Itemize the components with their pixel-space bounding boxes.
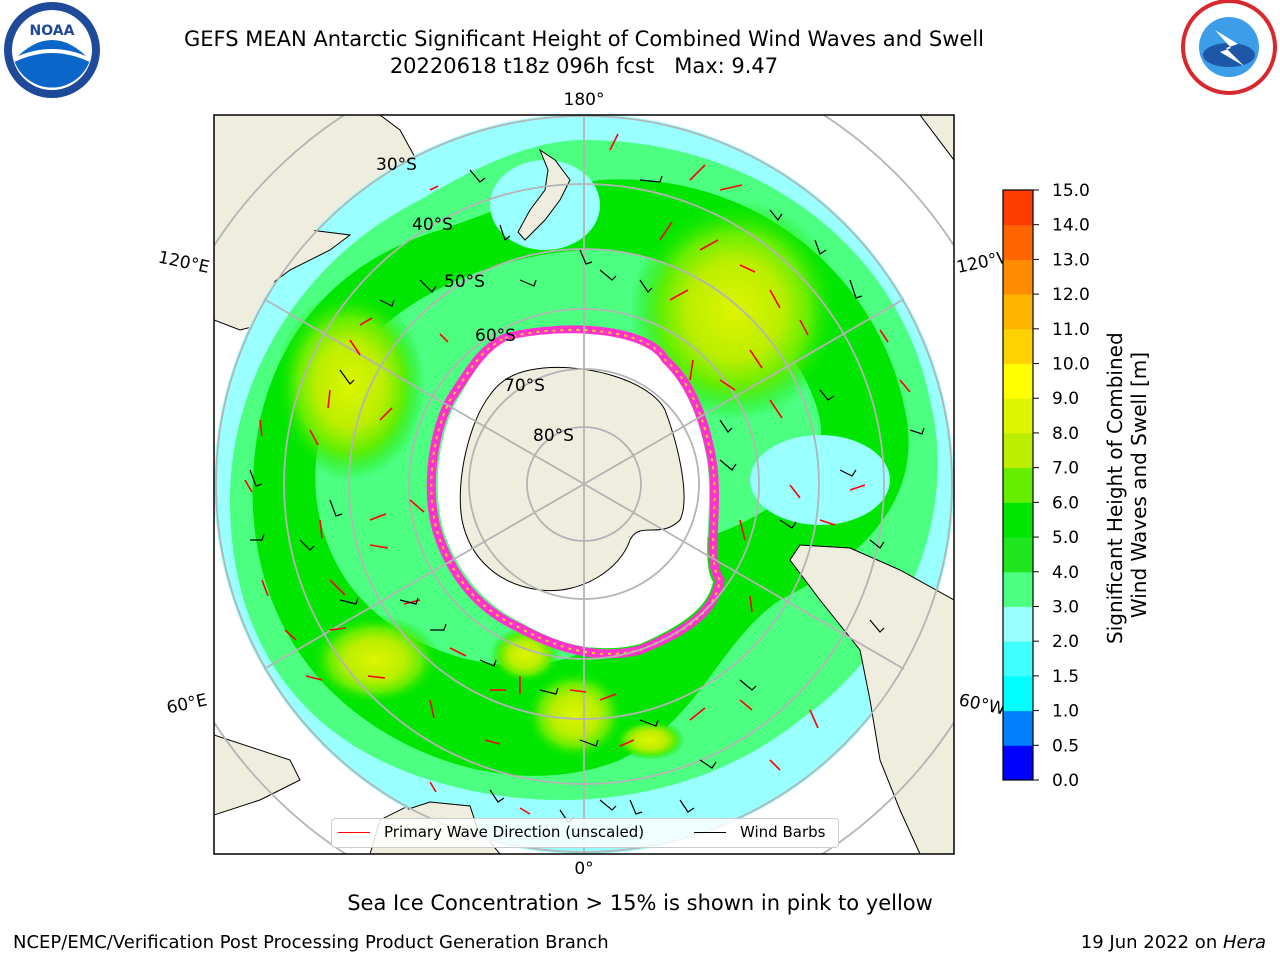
- colorbar-tick-label: 7.0: [1052, 459, 1079, 479]
- footer-credit: NCEP/EMC/Verification Post Processing Pr…: [13, 932, 609, 953]
- colorbar-segment: [1003, 641, 1033, 677]
- lon-label-0: 0°: [574, 859, 593, 879]
- noaa-logo-text: NOAA: [30, 23, 75, 39]
- colorbar-tick-label: 0.0: [1052, 771, 1079, 791]
- lon-label-60e: 60°E: [165, 690, 209, 718]
- colorbar-segment: [1003, 432, 1033, 469]
- colorbar-tick-label: 3.0: [1052, 597, 1079, 617]
- colorbar-segment: [1003, 363, 1033, 399]
- wind-barbs: [249, 169, 925, 823]
- colorbar-tick-label: 10.0: [1052, 355, 1090, 375]
- lon-label-60w: 60°W: [957, 690, 1007, 719]
- colorbar-tick-label: 8.0: [1052, 424, 1079, 444]
- map-subtitle: 20220618 t18z 096h fcst Max: 9.47: [389, 54, 779, 78]
- lat-label-80s: 80°S: [533, 426, 574, 446]
- primary-wave-arrows: [244, 133, 911, 815]
- colorbar-segment: [1003, 224, 1033, 260]
- legend-wind-barbs-label: Wind Barbs: [740, 823, 826, 841]
- footer-date: 19 Jun 2022 on Hera: [1081, 932, 1266, 953]
- lat-label-40s: 40°S: [412, 215, 453, 235]
- legend-item-wind-barbs: Wind Barbs: [694, 823, 825, 841]
- colorbar-segment: [1003, 537, 1033, 573]
- lat-label-30s: 30°S: [376, 155, 417, 175]
- colorbar-tick-label: 5.0: [1052, 528, 1079, 548]
- legend-wave-direction-label: Primary Wave Direction (unscaled): [384, 823, 645, 841]
- graticule: [214, 115, 954, 854]
- footer-date-text: 19 Jun 2022 on: [1080, 932, 1223, 953]
- colorbar-label-line2: Wind Waves and Swell [m]: [1127, 352, 1151, 618]
- map-title: GEFS MEAN Antarctic Significant Height o…: [183, 27, 985, 51]
- colorbar-tick-label: 11.0: [1052, 320, 1090, 340]
- colorbar-label: Significant Height of Combined Wind Wave…: [1103, 326, 1151, 644]
- colorbar-segment: [1003, 190, 1033, 226]
- colorbar-segment: [1003, 467, 1033, 503]
- colorbar-border: [1002, 189, 1034, 781]
- colorbar-tick-label: 12.0: [1052, 285, 1090, 305]
- colorbar-segment: [1003, 259, 1033, 295]
- legend-black-line-icon: [694, 832, 726, 833]
- colorbar-tick-label: 14.0: [1052, 216, 1090, 236]
- lat-label-50s: 50°S: [444, 272, 485, 292]
- colorbar: 0.0 0.5 1.0 1.5 2.0 3.0 4.0 5.0 6.0 7.0 8.0 9.0 10.0…: [1002, 181, 1090, 791]
- colorbar-segment: [1003, 502, 1033, 538]
- colorbar-segment: [1003, 675, 1033, 712]
- colorbar-tick-label: 9.0: [1052, 389, 1079, 409]
- lon-label-120e: 120°E: [156, 248, 211, 278]
- colorbar-segment: [1003, 571, 1033, 607]
- nws-logo-icon: [1181, 0, 1277, 95]
- colorbar-tick-label: 6.0: [1052, 493, 1079, 513]
- colorbar-tick-label: 13.0: [1052, 250, 1090, 270]
- colorbar-tick-label: 0.5: [1052, 736, 1079, 756]
- lon-label-180: 180°: [564, 90, 605, 110]
- colorbar-label-line1: Significant Height of Combined: [1103, 332, 1127, 644]
- legend-red-line-icon: [338, 832, 370, 833]
- legend-item-wave-direction: Primary Wave Direction (unscaled): [338, 823, 644, 841]
- map-frame: [213, 114, 955, 855]
- colorbar-tick-label: 2.0: [1052, 632, 1079, 652]
- noaa-logo-icon: NOAA: [4, 2, 100, 98]
- colorbar-segment: [1003, 328, 1033, 365]
- colorbar-tick-label: 4.0: [1052, 563, 1079, 583]
- colorbar-tick-label: 1.0: [1052, 702, 1079, 722]
- colorbar-segment: [1003, 294, 1033, 330]
- colorbar-segment: [1003, 710, 1033, 746]
- colorbar-segment: [1003, 745, 1033, 781]
- colorbar-segment: [1003, 398, 1033, 434]
- lat-label-70s: 70°S: [504, 376, 545, 396]
- lat-label-60s: 60°S: [475, 326, 516, 346]
- footer-machine: Hera: [1222, 932, 1266, 953]
- colorbar-tick-label: 1.5: [1052, 667, 1079, 687]
- map-legend: Primary Wave Direction (unscaled) Wind B…: [331, 818, 839, 848]
- sea-ice-note: Sea Ice Concentration > 15% is shown in …: [347, 891, 933, 915]
- colorbar-tick-label: 15.0: [1052, 181, 1090, 201]
- colorbar-segment: [1003, 606, 1033, 642]
